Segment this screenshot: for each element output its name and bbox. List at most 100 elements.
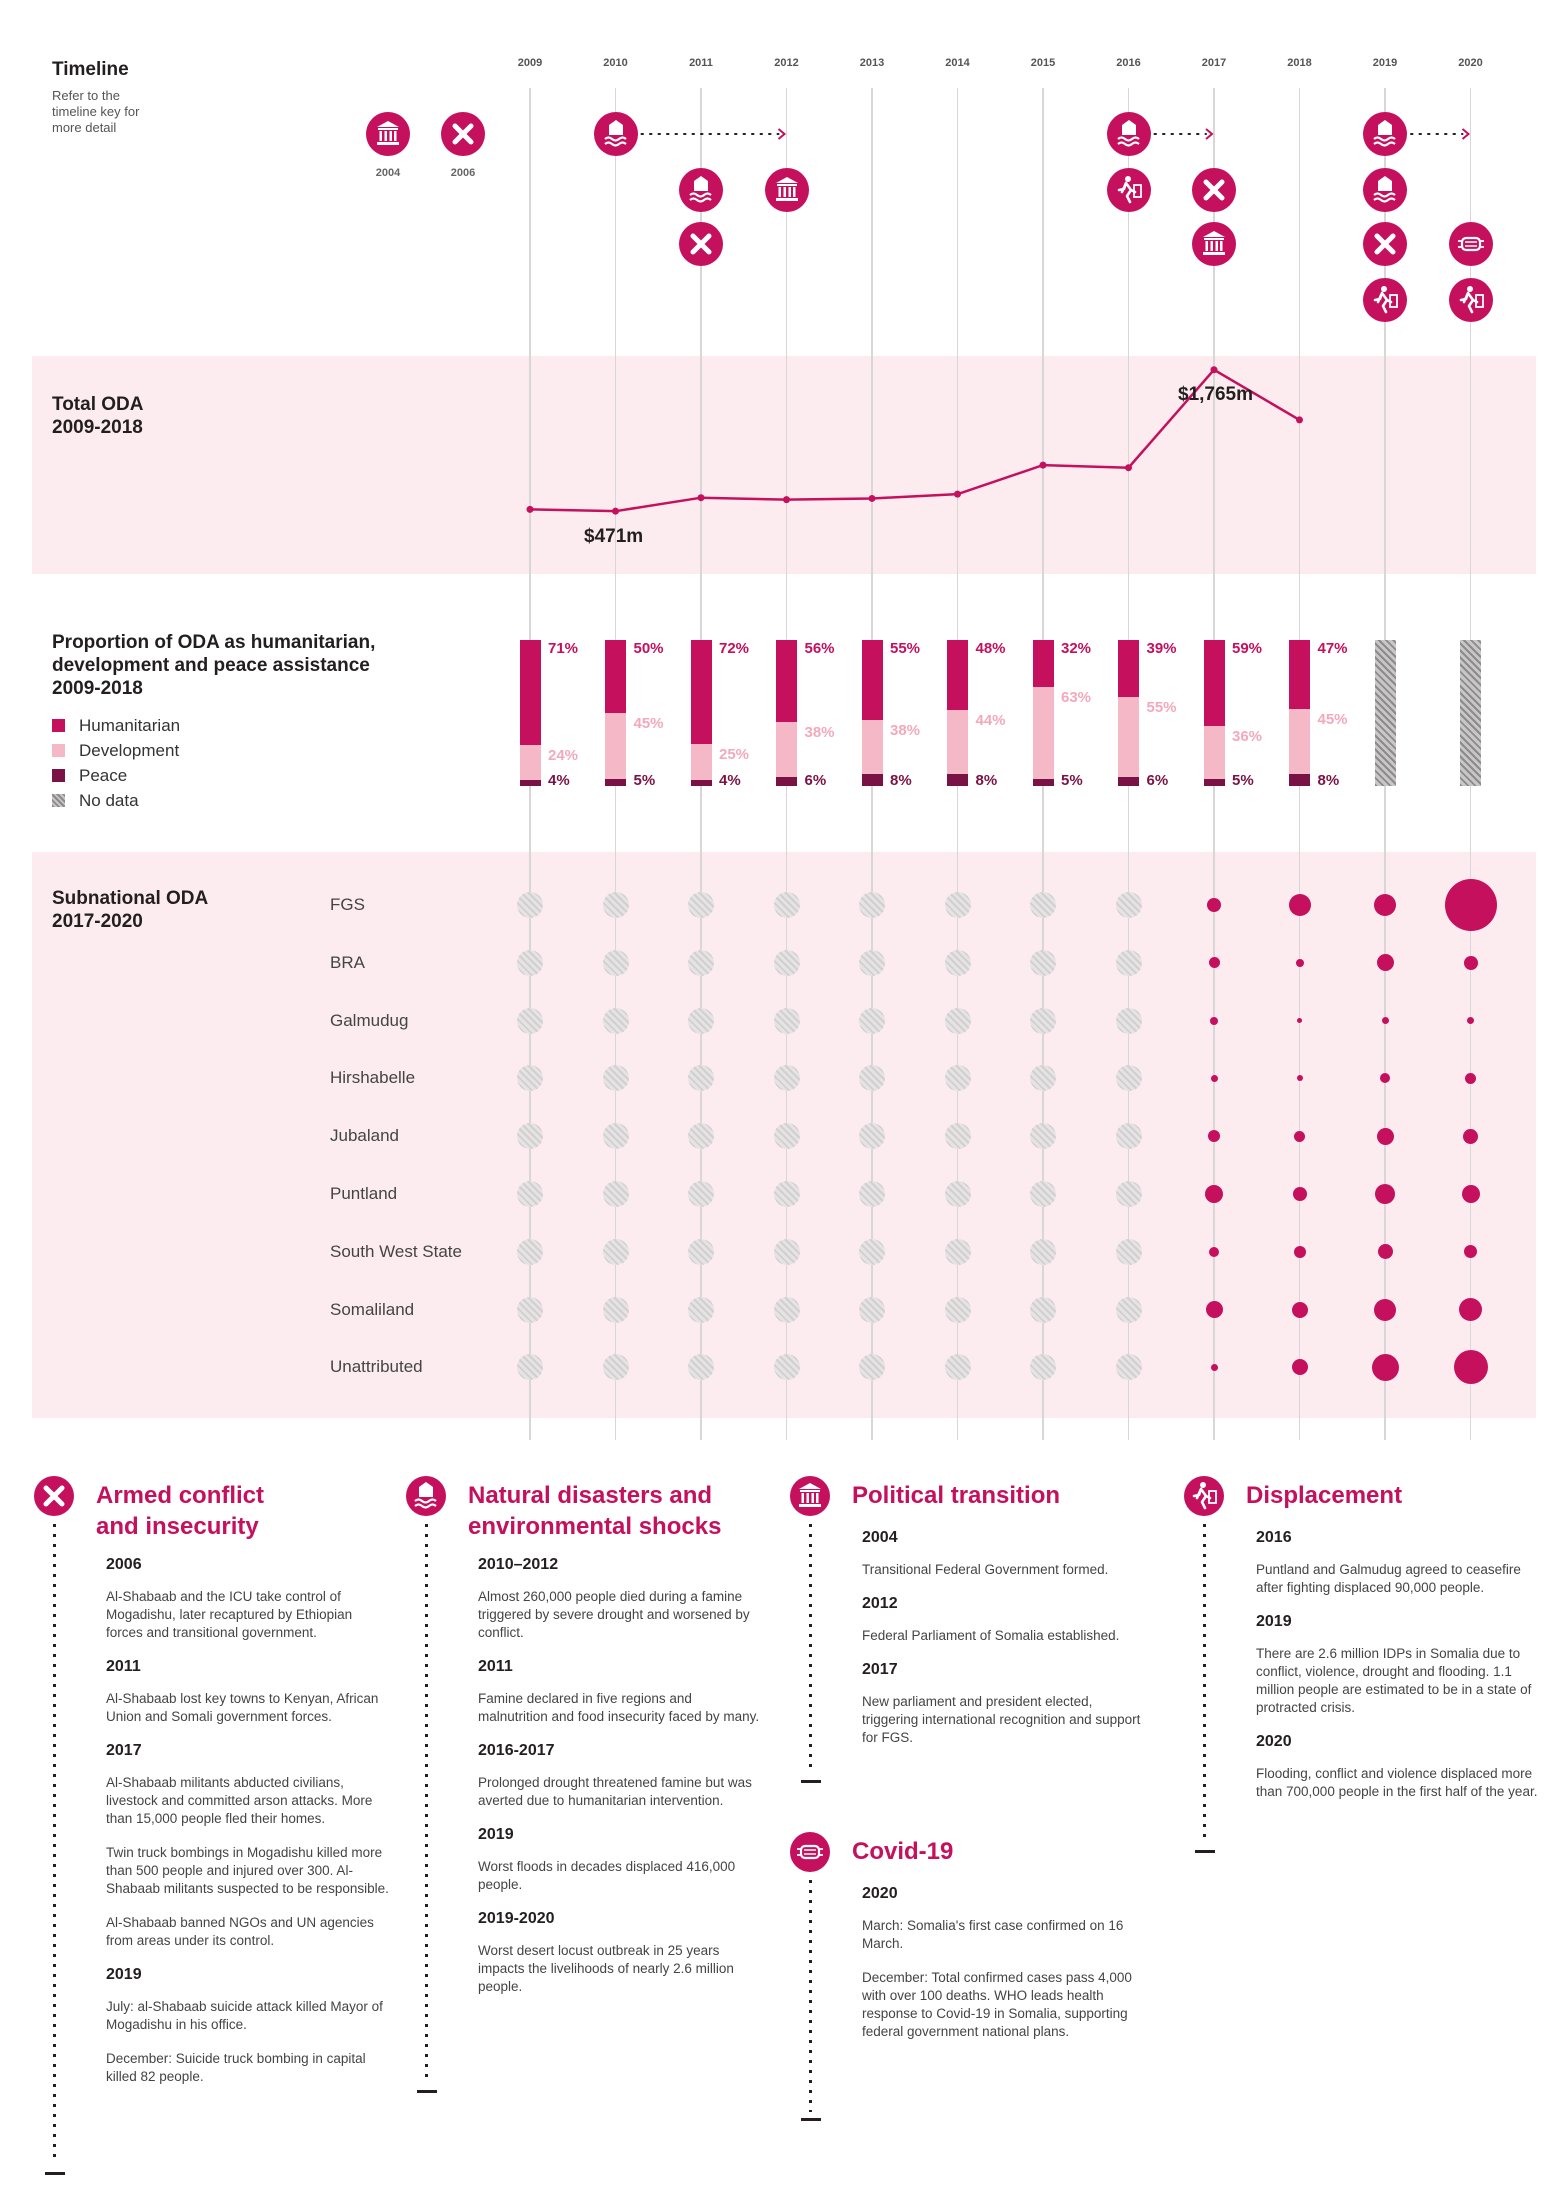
development-bar: [690, 744, 712, 780]
empty-bubble: [859, 1296, 885, 1323]
humanitarian-bar: [1203, 640, 1225, 727]
oda-bubble: [1208, 957, 1220, 969]
peace-bar: [776, 777, 797, 786]
empty-bubble: [944, 949, 971, 976]
development-pct-label: 55%: [1146, 698, 1177, 716]
empty-bubble: [1030, 1123, 1056, 1150]
total-oda-point: [954, 490, 961, 498]
timeline-year-label: 2006: [450, 167, 476, 179]
empty-bubble: [1030, 1238, 1056, 1265]
oda-bubble: [1464, 1245, 1477, 1259]
oda-bubble: [1295, 958, 1304, 967]
humanitarian-bar: [1118, 640, 1139, 697]
timeline-arrows: [640, 128, 1471, 140]
empty-bubble: [944, 1354, 971, 1381]
flood-house-icon: [679, 168, 723, 212]
key-title: Armed conflict and insecurity: [96, 1480, 264, 1542]
peace-pct-label: 8%: [1317, 772, 1340, 789]
key-entries: 2006 Al-Shabaab and the ICU take control …: [106, 1556, 391, 2102]
key-title-line: Displacement: [1246, 1482, 1403, 1509]
legend-swatch: [52, 794, 65, 807]
empty-bubble: [688, 1065, 714, 1092]
total-oda-point: [1039, 461, 1047, 469]
x-circle-icon: [34, 1476, 74, 1516]
key-entry-year: 2012: [862, 1595, 898, 1612]
key-entry-text: Al-Shabaab and the ICU take control of M…: [106, 1589, 353, 1640]
empty-bubble: [1115, 1296, 1142, 1323]
flood-house-icon: [1106, 112, 1151, 156]
key-entries: 2004 Transitional Federal Government form…: [862, 1529, 1147, 1763]
humanitarian-bar: [1032, 640, 1054, 687]
x-circle-icon: [679, 222, 723, 266]
humanitarian-pct-label: 48%: [975, 640, 1006, 657]
empty-bubble: [688, 1123, 714, 1150]
peace-pct-label: 5%: [1061, 772, 1083, 789]
oda-bubble: [1210, 1016, 1218, 1025]
oda-bubble: [1463, 1128, 1478, 1144]
total-oda-point: [612, 507, 619, 515]
peace-bar: [1032, 778, 1054, 786]
key-end-mark: [417, 2090, 437, 2093]
oda-bubble: [1465, 1072, 1476, 1084]
humanitarian-bar: [776, 640, 797, 722]
timeline-subtitle: Refer to the timeline key for more detai…: [52, 88, 139, 136]
development-bar: [519, 744, 541, 780]
key-end-mark: [801, 1780, 821, 1783]
key-entry-text: Transitional Federal Government formed.: [862, 1562, 1109, 1577]
key-entry-text: March: Somalia's first case confirmed on…: [862, 1918, 1124, 1951]
humanitarian-bar: [861, 640, 883, 720]
key-dotted-line: [809, 1880, 812, 2112]
region-label: South West State: [330, 1241, 462, 1261]
parliament-icon: [366, 112, 410, 156]
legend-swatch: [52, 719, 65, 732]
empty-bubble: [944, 1296, 971, 1323]
empty-bubble: [773, 1238, 800, 1265]
oda-bubble: [1381, 1017, 1389, 1025]
proportion-title-line: development and peace assistance: [52, 655, 370, 676]
empty-bubble: [517, 1354, 543, 1381]
total-oda-point: [1210, 366, 1218, 374]
key-title: Political transition: [852, 1480, 1060, 1511]
empty-bubble: [859, 1123, 885, 1150]
empty-bubble: [602, 1354, 629, 1381]
empty-bubble: [773, 1296, 800, 1323]
key-dotted-line: [809, 1524, 812, 1774]
development-pct-label: 63%: [1061, 688, 1092, 706]
empty-bubble: [602, 949, 629, 976]
empty-bubble: [517, 1065, 543, 1092]
oda-bubble: [1453, 1350, 1488, 1385]
oda-bubble: [1375, 1184, 1395, 1204]
key-entry-year: 2020: [1256, 1733, 1292, 1750]
oda-bubble: [1294, 1130, 1305, 1142]
legend-label: Peace: [79, 766, 128, 785]
total-oda-point: [697, 494, 705, 502]
oda-bubble: [1296, 1075, 1303, 1082]
face-mask-icon: [790, 1832, 830, 1872]
peace-pct-label: 6%: [804, 772, 827, 789]
key-entry-text: Flooding, conflict and violence displace…: [1256, 1766, 1538, 1799]
total-oda-point: [868, 494, 876, 502]
key-entry-text: December: Total confirmed cases pass 4,0…: [862, 1970, 1132, 2039]
total-oda-line-chart: [526, 366, 1303, 515]
empty-bubble: [859, 1065, 885, 1092]
key-title: Covid-19: [852, 1836, 953, 1867]
empty-bubble: [1115, 892, 1142, 918]
key-entry-text: Prolonged drought threatened famine but …: [478, 1775, 752, 1808]
empty-bubble: [1115, 1065, 1142, 1092]
displaced-person-icon: [1363, 278, 1407, 322]
year-label: 2010: [603, 57, 628, 69]
key-dotted-line: [1203, 1524, 1206, 1844]
empty-bubble: [1115, 949, 1142, 976]
key-title: Displacement: [1246, 1480, 1402, 1511]
empty-bubble: [688, 1238, 714, 1265]
timeline-subtitle-line: timeline key for: [52, 104, 140, 119]
humanitarian-pct-label: 59%: [1232, 640, 1263, 657]
oda-bubble: [1459, 1298, 1482, 1322]
no-data-bar: [1460, 640, 1481, 786]
key-entry-year: 2019-2020: [478, 1910, 555, 1927]
total-oda-max-label: $1,765m: [1178, 384, 1254, 405]
key-entry-text: Famine declared in five regions and maln…: [478, 1691, 760, 1724]
empty-bubble: [517, 1123, 543, 1150]
oda-bubble: [1293, 1245, 1306, 1258]
peace-pct-label: 4%: [548, 772, 570, 789]
